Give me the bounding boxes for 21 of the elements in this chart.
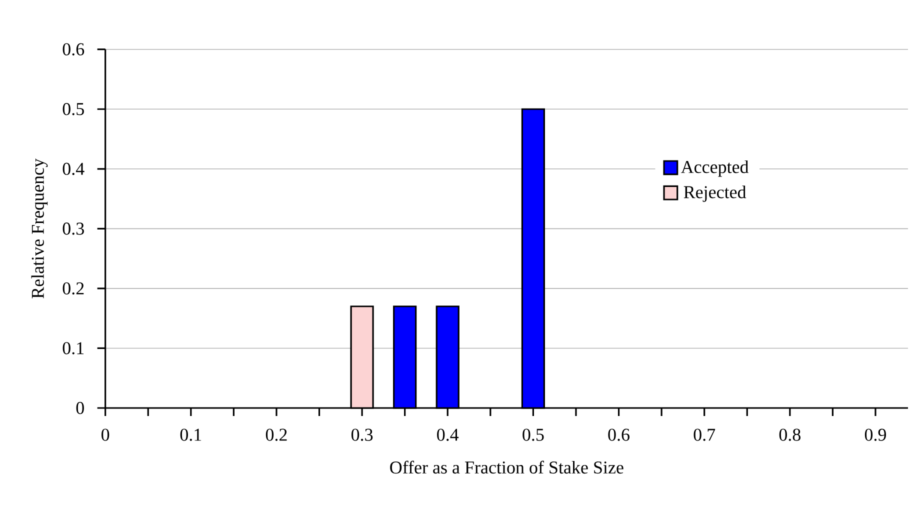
legend-label: Accepted (680, 160, 749, 177)
y-tick-label: 0.5 (62, 102, 84, 116)
x-tick-label: 0.6 (608, 428, 630, 441)
x-tick-label: 0.8 (779, 428, 800, 441)
y-tick-label: 0.3 (62, 222, 84, 235)
x-tick-label: 0.1 (180, 428, 202, 441)
x-tick-label: 0 (102, 428, 110, 441)
x-tick-label: 0.7 (694, 428, 716, 441)
x-tick-label: 0.2 (266, 428, 287, 441)
x-tick-label: 0.5 (522, 428, 544, 441)
y-tick-label: 0.1 (62, 342, 84, 354)
y-tick-label: 0 (76, 402, 84, 414)
y-tick-label: 0.6 (62, 43, 84, 56)
y-tick-label: 0.4 (62, 162, 84, 176)
x-tick-label: 0.4 (437, 428, 459, 441)
x-axis-title: Offer as a Fraction of Stake Size (390, 460, 624, 474)
legend-label: Rejected (684, 186, 746, 202)
x-tick-label: 0.3 (351, 428, 373, 441)
y-axis-title: Relative Frequency (31, 158, 48, 298)
y-tick-label: 0.2 (62, 282, 84, 295)
x-tick-label: 0.9 (864, 428, 886, 441)
